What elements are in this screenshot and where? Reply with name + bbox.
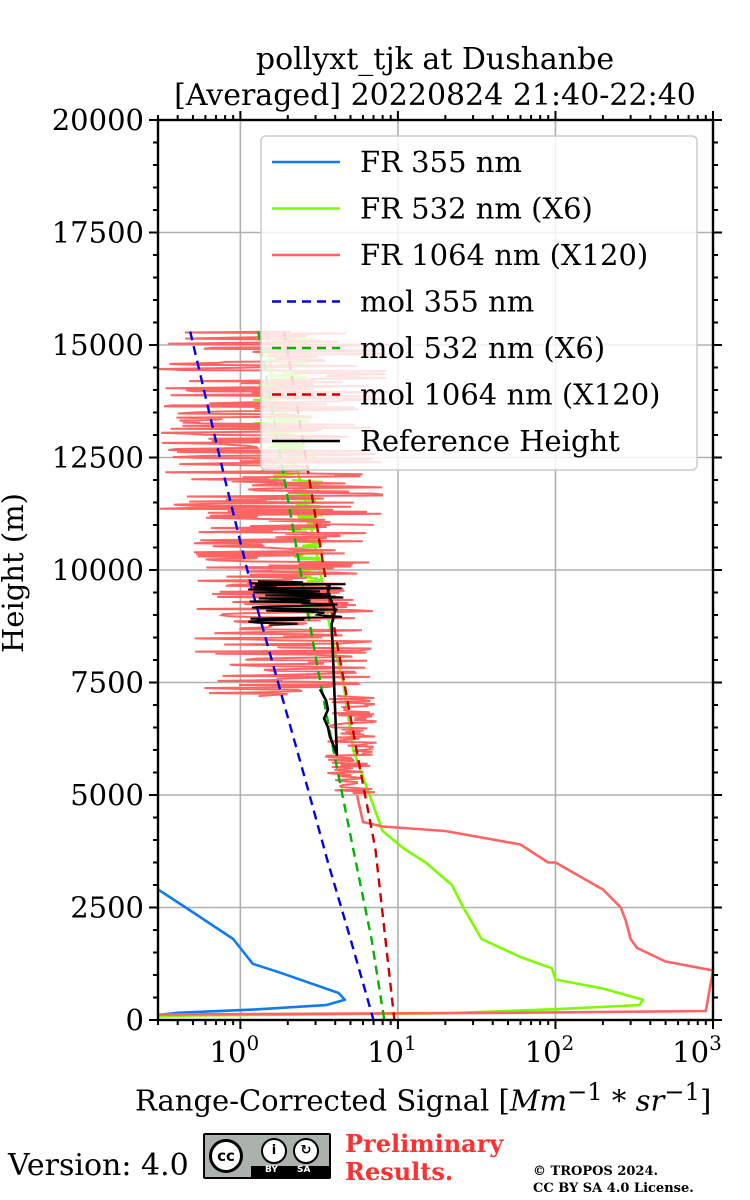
preliminary-results-note: Preliminary Results. (345, 1130, 503, 1186)
badge-strip (251, 1166, 329, 1177)
series-mol-532-nm-x6-line (257, 331, 386, 1020)
series-reference-height-noise (248, 580, 346, 626)
badge-sa-text: SA (297, 1165, 311, 1175)
axis-ticks: 0 2500 5000 7500 10000 12500 15000 17500 20000 10… (52, 103, 722, 1069)
legend-box (260, 135, 698, 471)
legend: FR 355 nm FR 532 nm (X6) FR 1064 nm (X120)… (260, 135, 698, 471)
cc-by-sa-license-badge: cc i ↻ BY SA (203, 1133, 331, 1179)
y-tick-label: 5000 (70, 778, 144, 812)
y-tick-label: 10000 (52, 553, 144, 587)
y-tick-label: 20000 (52, 103, 144, 137)
y-tick-label: 17500 (52, 216, 144, 250)
legend-label: FR 532 nm (X6) (360, 192, 593, 226)
series-mol-355-nm-line (189, 331, 375, 1020)
y-tick-label: 12500 (52, 441, 144, 475)
legend-label: mol 532 nm (X6) (360, 331, 605, 365)
badge-by-text: BY (265, 1165, 278, 1175)
chart-title-line-1: pollyxt_tjk at Dushanbe (255, 42, 615, 77)
version-label: Version: 4.0 (8, 1148, 189, 1183)
x-axis-label: Range-Corrected Signal [Mm−1 * sr−1] (135, 1078, 712, 1118)
preliminary-line-2: Results. (345, 1157, 454, 1186)
share-alike-icon: ↻ (293, 1138, 319, 1164)
legend-label: FR 355 nm (360, 145, 522, 179)
legend-label: mol 1064 nm (X120) (360, 378, 661, 412)
legend-label: mol 355 nm (360, 285, 534, 319)
x-tick-label: 101 (367, 1031, 417, 1069)
y-tick-label: 15000 (52, 328, 144, 362)
x-tick-label: 103 (672, 1031, 722, 1069)
x-tick-label: 102 (525, 1031, 575, 1069)
series-fr-1064-nm-x120-noise (324, 695, 377, 796)
chart-title-line-2: [Averaged] 20220824 21:40-22:40 (174, 78, 696, 113)
chart-svg: 0 2500 5000 7500 10000 12500 15000 17500 20000 10… (52, 103, 722, 1069)
series-fr-532-nm-x6-line (158, 335, 645, 1018)
y-tick-label: 0 (126, 1003, 144, 1037)
y-tick-label: 7500 (70, 666, 144, 700)
legend-label: FR 1064 nm (X120) (360, 238, 648, 272)
attribution-icon: i (261, 1138, 287, 1164)
series-fr-355-nm-line (158, 888, 347, 1017)
x-tick-label: 100 (210, 1031, 260, 1069)
legend-label: Reference Height (360, 424, 620, 458)
copyright-line-2: CC BY SA 4.0 License. (533, 1181, 694, 1196)
series-fr-1064-nm-x120-noise (193, 524, 374, 698)
copyright-note: © TROPOS 2024. CC BY SA 4.0 License. (533, 1163, 694, 1197)
series-reference-height-line (318, 583, 339, 756)
preliminary-line-1: Preliminary (345, 1129, 504, 1158)
y-tick-label: 2500 (70, 891, 144, 925)
copyright-line-1: © TROPOS 2024. (533, 1164, 659, 1179)
series-fr-1064-nm-x120-line (158, 794, 713, 1016)
cc-icon: cc (209, 1139, 243, 1173)
y-axis-label: Height (m) (0, 493, 30, 653)
